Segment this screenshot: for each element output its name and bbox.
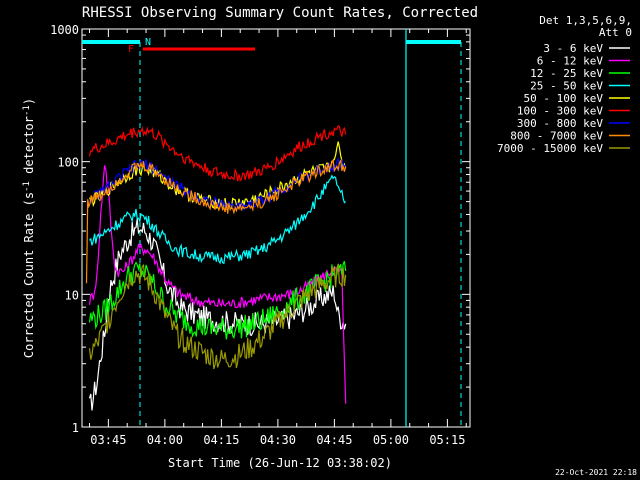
plot-frame bbox=[81, 28, 471, 428]
attenuator-flare-annotations: N F bbox=[82, 29, 462, 427]
legend-entry-label: 7000 - 15000 keV bbox=[497, 142, 603, 155]
legend-entry-label: 12 - 25 keV bbox=[530, 67, 603, 80]
attenuator-label-n: N bbox=[145, 37, 151, 48]
series-line-5 bbox=[88, 125, 347, 182]
y-axis-ticks: 1 10 100 1000 bbox=[50, 23, 470, 435]
y-axis-label-main: Corrected Count Rate (s bbox=[22, 192, 36, 358]
y-tick-label: 10 bbox=[65, 288, 79, 302]
footer-date: 22-Oct-2021 22:18 bbox=[555, 468, 637, 477]
legend-header-line: Det 1,3,5,6,9, bbox=[539, 14, 632, 27]
chart-title: RHESSI Observing Summary Count Rates, Co… bbox=[82, 5, 478, 21]
x-axis-ticks: 03:45 04:00 04:15 04:30 04:45 05:00 05:15 bbox=[89, 29, 467, 447]
series-line-3 bbox=[89, 174, 347, 265]
x-axis-label: Start Time (26-Jun-12 03:38:02) bbox=[168, 456, 392, 470]
y-tick-label: 100 bbox=[57, 156, 79, 170]
legend-entry-label: 25 - 50 keV bbox=[530, 80, 603, 93]
series-line-0 bbox=[88, 218, 347, 411]
legend-entry-label: 300 - 800 keV bbox=[517, 117, 603, 130]
series-line-8 bbox=[88, 263, 347, 370]
series-line-7 bbox=[85, 158, 347, 284]
legend-entry-label: 800 - 7000 keV bbox=[510, 130, 603, 143]
y-axis-label: Corrected Count Rate (s-1 detector-1) bbox=[22, 98, 36, 358]
legend-header-line: Att 0 bbox=[599, 26, 632, 39]
x-tick-label: 04:15 bbox=[203, 433, 239, 447]
y-axis-label-exp1: -1 bbox=[22, 181, 32, 192]
legend-entry-label: 100 - 300 keV bbox=[517, 105, 603, 118]
x-tick-label: 03:45 bbox=[90, 433, 126, 447]
y-tick-label: 1000 bbox=[50, 23, 79, 37]
y-axis-label-end: ) bbox=[22, 98, 36, 105]
flare-label-f: F bbox=[128, 44, 134, 55]
x-tick-label: 04:00 bbox=[147, 433, 183, 447]
legend-entry-label: 6 - 12 keV bbox=[537, 55, 604, 68]
series-line-6 bbox=[89, 156, 347, 211]
x-tick-label: 04:30 bbox=[260, 433, 296, 447]
y-axis-label-mid: detector bbox=[22, 116, 36, 181]
y-tick-label: 1 bbox=[72, 421, 79, 435]
x-tick-label: 04:45 bbox=[316, 433, 352, 447]
y-axis-label-exp2: -1 bbox=[22, 105, 32, 116]
legend-entry-label: 3 - 6 keV bbox=[543, 42, 603, 55]
series-layer bbox=[85, 125, 347, 411]
x-tick-label: 05:15 bbox=[429, 433, 465, 447]
legend-entry-label: 50 - 100 keV bbox=[524, 92, 604, 105]
x-tick-label: 05:00 bbox=[373, 433, 409, 447]
